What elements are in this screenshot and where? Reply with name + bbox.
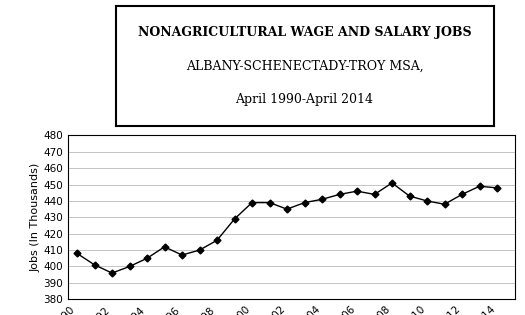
Text: April 1990-April 2014: April 1990-April 2014 (236, 93, 373, 106)
Text: NONAGRICULTURAL WAGE AND SALARY JOBS: NONAGRICULTURAL WAGE AND SALARY JOBS (138, 26, 471, 39)
Text: ALBANY-SCHENECTADY-TROY MSA,: ALBANY-SCHENECTADY-TROY MSA, (186, 60, 423, 73)
Y-axis label: Jobs (In Thousands): Jobs (In Thousands) (31, 163, 41, 272)
